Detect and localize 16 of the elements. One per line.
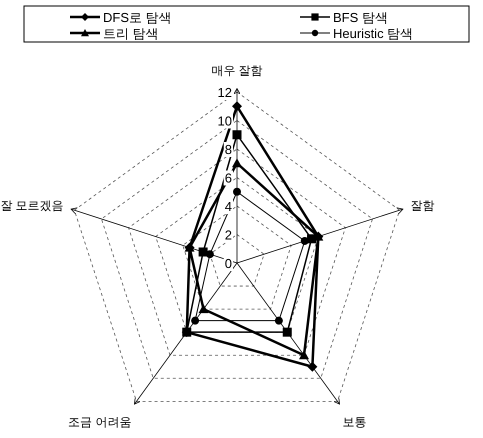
spoke-label: 매우 잘함	[211, 64, 263, 78]
spoke-label: 조금 어려움	[68, 414, 132, 429]
y-tick-label: 10	[218, 114, 232, 128]
legend-label: BFS 탐색	[333, 10, 388, 25]
y-tick-label: 2	[224, 228, 232, 242]
spoke-label: 보통	[342, 414, 367, 429]
legend-label: Heuristic 탐색	[333, 26, 414, 41]
legend-label: 트리 탐색	[103, 26, 159, 41]
y-tick-label: 12	[218, 85, 232, 100]
y-tick-label: 4	[224, 199, 232, 214]
spoke-label: 잘함	[410, 198, 434, 212]
y-tick-label: 8	[224, 142, 232, 157]
legend-label: DFS로 탐색	[103, 10, 172, 25]
spoke-label: 잘 모르겠음	[0, 198, 64, 212]
y-tick-label: 6	[224, 170, 232, 186]
y-tick-label: 0	[224, 256, 232, 271]
